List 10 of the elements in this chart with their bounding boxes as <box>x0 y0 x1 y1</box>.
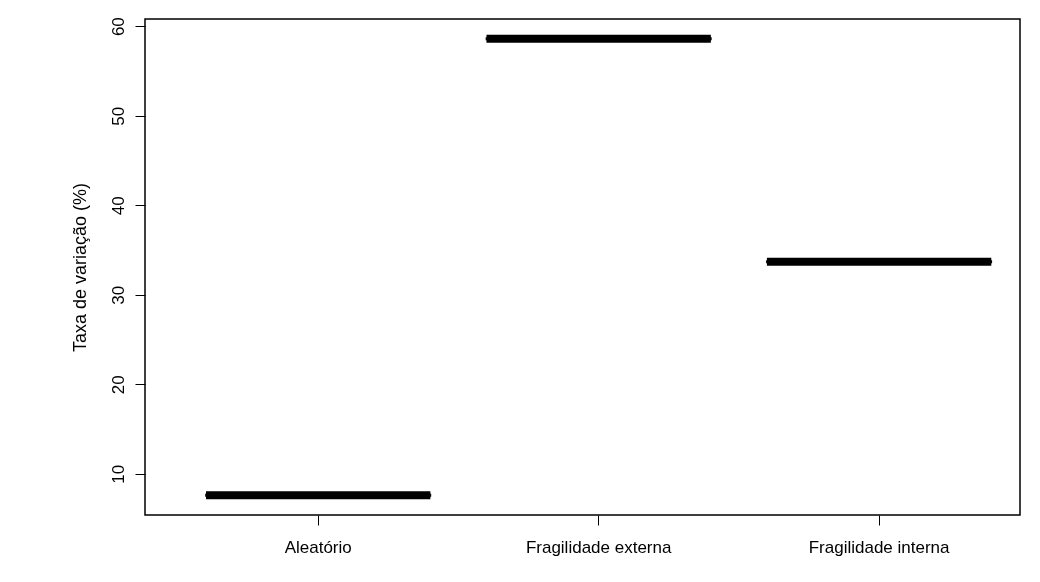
x-tick-label: Fragilidade interna <box>808 537 951 557</box>
x-tick-label: Aleatório <box>284 537 352 557</box>
y-tick-label: 50 <box>108 106 128 126</box>
y-tick-label: 30 <box>108 285 128 305</box>
y-axis-title: Taxa de variação (%) <box>69 182 90 353</box>
y-tick-label: 40 <box>108 196 128 216</box>
x-tick-label: Fragilidade externa <box>525 537 672 557</box>
y-tick-label: 20 <box>108 375 128 395</box>
y-tick-label: 10 <box>108 464 128 484</box>
y-tick-label: 60 <box>108 17 128 37</box>
